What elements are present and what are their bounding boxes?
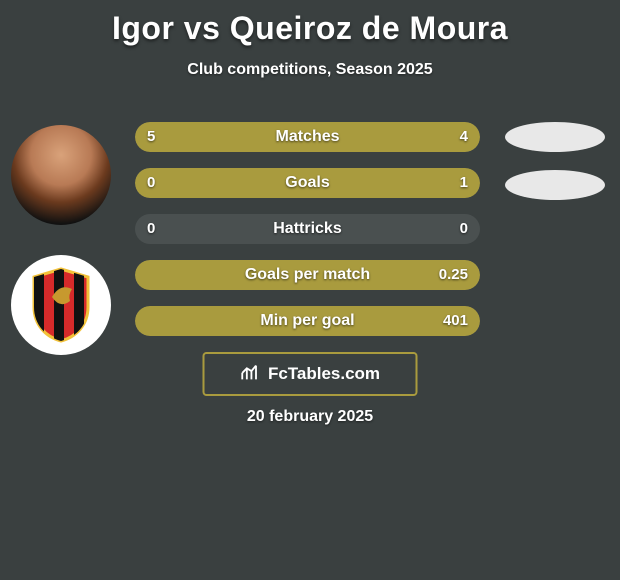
- stat-label: Goals: [135, 168, 480, 198]
- page-subtitle: Club competitions, Season 2025: [0, 61, 620, 79]
- stat-right-value: 4: [460, 122, 468, 152]
- page-title: Igor vs Queiroz de Moura: [0, 0, 620, 47]
- stat-row: 0Hattricks0: [135, 214, 480, 244]
- opponent-club-placeholder: [505, 170, 605, 200]
- date-label: 20 february 2025: [0, 408, 620, 426]
- opponent-avatar-placeholder: [505, 122, 605, 152]
- stat-rows: 5Matches40Goals10Hattricks0Goals per mat…: [135, 122, 480, 352]
- chart-icon: [240, 361, 262, 388]
- left-column: [8, 125, 113, 385]
- branding-badge: FcTables.com: [203, 352, 418, 396]
- stat-row: 5Matches4: [135, 122, 480, 152]
- club-shield-icon: [30, 267, 92, 343]
- stat-right-value: 0.25: [439, 260, 468, 290]
- branding-text: FcTables.com: [268, 364, 380, 384]
- stat-right-value: 0: [460, 214, 468, 244]
- stat-label: Min per goal: [135, 306, 480, 336]
- stat-label: Goals per match: [135, 260, 480, 290]
- stat-right-value: 1: [460, 168, 468, 198]
- player-avatar: [11, 125, 111, 225]
- stat-row: Goals per match0.25: [135, 260, 480, 290]
- stat-row: Min per goal401: [135, 306, 480, 336]
- club-avatar: [11, 255, 111, 355]
- stat-row: 0Goals1: [135, 168, 480, 198]
- stat-label: Matches: [135, 122, 480, 152]
- right-column: [485, 122, 605, 218]
- stat-right-value: 401: [443, 306, 468, 336]
- stat-label: Hattricks: [135, 214, 480, 244]
